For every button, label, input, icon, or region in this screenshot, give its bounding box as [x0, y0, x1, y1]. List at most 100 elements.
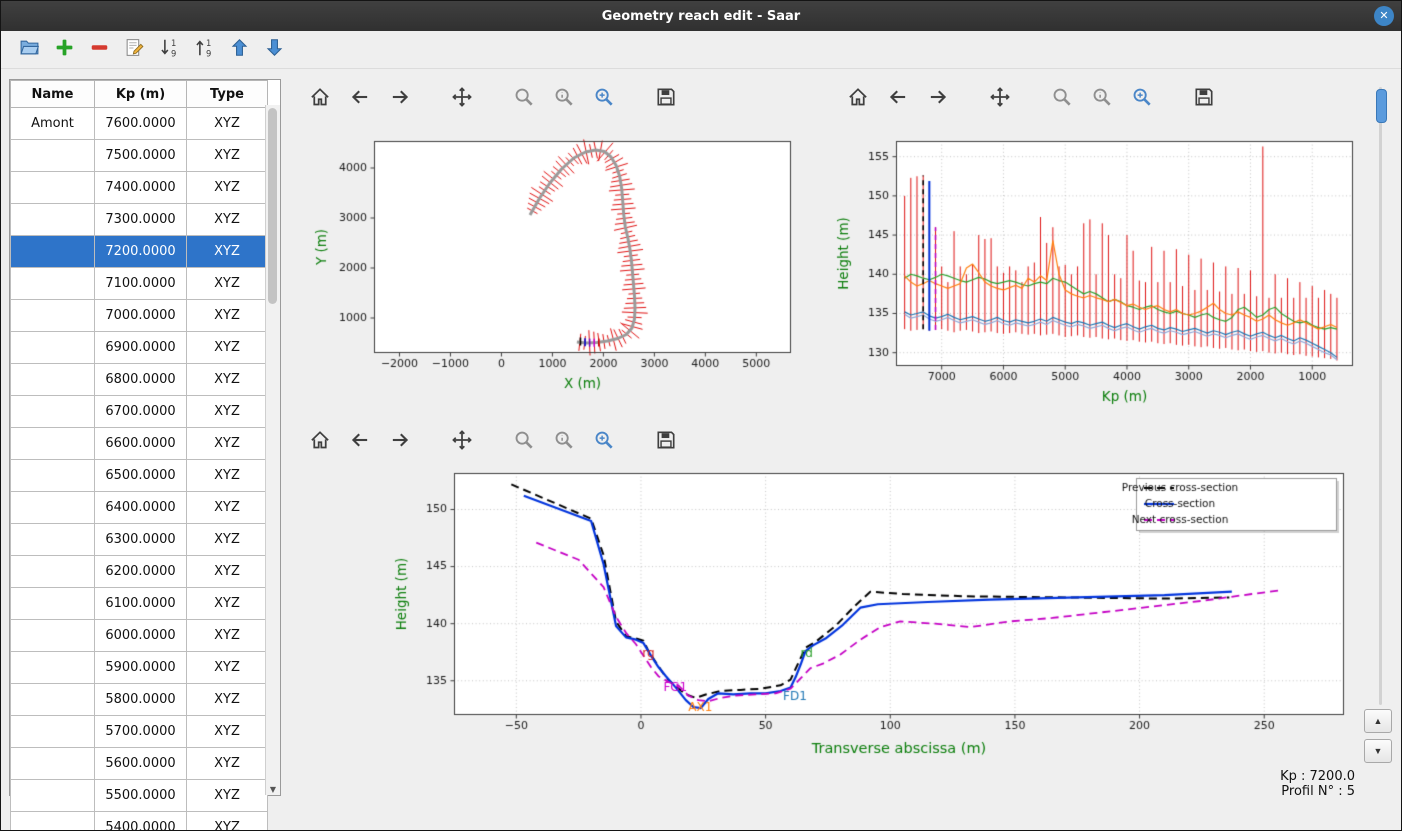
table-cell[interactable]	[10, 203, 95, 236]
table-cell[interactable]: XYZ	[186, 811, 268, 830]
table-cell[interactable]	[10, 363, 95, 396]
inspect-button[interactable]	[551, 429, 577, 455]
table-cell[interactable]	[10, 427, 95, 460]
table-cell[interactable]: XYZ	[186, 619, 268, 652]
home-button[interactable]	[307, 429, 333, 455]
save-button[interactable]	[653, 429, 679, 455]
table-row[interactable]: 6800.0000 XYZ	[10, 363, 268, 396]
table-cell[interactable]	[10, 171, 95, 204]
table-cell[interactable]: 5700.0000	[94, 715, 187, 748]
table-cell[interactable]: 6700.0000	[94, 395, 187, 428]
table-row[interactable]: 7100.0000 XYZ	[10, 267, 268, 300]
table-row[interactable]: 7500.0000 XYZ	[10, 139, 268, 172]
zoom-button[interactable]	[511, 429, 537, 455]
table-cell[interactable]	[10, 523, 95, 556]
table-cell[interactable]: XYZ	[186, 331, 268, 364]
table-cell[interactable]	[10, 267, 95, 300]
move-up-button[interactable]	[227, 38, 251, 62]
inspect-button[interactable]	[551, 86, 577, 112]
table-cell[interactable]: XYZ	[186, 363, 268, 396]
table-cell[interactable]: 7200.0000	[94, 235, 187, 268]
table-cell[interactable]: XYZ	[186, 747, 268, 780]
table-row[interactable]: 6400.0000 XYZ	[10, 491, 268, 524]
table-cell[interactable]: XYZ	[186, 427, 268, 460]
back-button[interactable]	[885, 86, 911, 112]
table-cell[interactable]: XYZ	[186, 779, 268, 812]
table-row[interactable]: 6300.0000 XYZ	[10, 523, 268, 556]
table-cell[interactable]: 5900.0000	[94, 651, 187, 684]
longitudinal-profile-plot[interactable]	[825, 119, 1362, 422]
table-cell[interactable]: XYZ	[186, 203, 268, 236]
table-cell[interactable]: 6000.0000	[94, 619, 187, 652]
table-cell[interactable]: XYZ	[186, 139, 268, 172]
table-scrollbar-thumb[interactable]	[268, 108, 277, 304]
table-cell[interactable]: XYZ	[186, 587, 268, 620]
table-row[interactable]: 5600.0000 XYZ	[10, 747, 268, 780]
table-cell[interactable]: XYZ	[186, 171, 268, 204]
table-cell[interactable]: XYZ	[186, 715, 268, 748]
zoom-rect-button[interactable]	[591, 429, 617, 455]
table-cell[interactable]: 5400.0000	[94, 811, 187, 830]
table-cell[interactable]: XYZ	[186, 459, 268, 492]
table-cell[interactable]: 6100.0000	[94, 587, 187, 620]
table-cell[interactable]: 5600.0000	[94, 747, 187, 780]
table-cell[interactable]: 5800.0000	[94, 683, 187, 716]
home-button[interactable]	[845, 86, 871, 112]
table-row[interactable]: 5900.0000 XYZ	[10, 651, 268, 684]
open-file-button[interactable]	[17, 38, 41, 62]
zoom-rect-button[interactable]	[591, 86, 617, 112]
delete-section-button[interactable]	[87, 38, 111, 62]
table-cell[interactable]: 6800.0000	[94, 363, 187, 396]
table-row[interactable]: 5700.0000 XYZ	[10, 715, 268, 748]
back-button[interactable]	[347, 86, 373, 112]
table-row[interactable]: 5500.0000 XYZ	[10, 779, 268, 812]
table-cell[interactable]: XYZ	[186, 235, 268, 268]
forward-button[interactable]	[387, 429, 413, 455]
table-cell[interactable]: 6200.0000	[94, 555, 187, 588]
table-cell[interactable]: XYZ	[186, 555, 268, 588]
table-cell[interactable]: XYZ	[186, 491, 268, 524]
home-button[interactable]	[307, 86, 333, 112]
table-cell[interactable]	[10, 299, 95, 332]
table-cell[interactable]: 7400.0000	[94, 171, 187, 204]
pan-button[interactable]	[987, 86, 1013, 112]
table-cell[interactable]	[10, 555, 95, 588]
table-cell[interactable]	[10, 587, 95, 620]
table-cell[interactable]	[10, 139, 95, 172]
forward-button[interactable]	[387, 86, 413, 112]
table-cell[interactable]	[10, 779, 95, 812]
table-row[interactable]: 6000.0000 XYZ	[10, 619, 268, 652]
pan-button[interactable]	[449, 429, 475, 455]
zoom-rect-button[interactable]	[1129, 86, 1155, 112]
table-cell[interactable]	[10, 651, 95, 684]
scroll-down-button[interactable]: ▼	[1364, 739, 1392, 763]
table-cell[interactable]: XYZ	[186, 651, 268, 684]
table-cell[interactable]: 7600.0000	[94, 107, 187, 140]
table-row[interactable]: Amont 7600.0000 XYZ	[10, 107, 268, 140]
table-scrollbar-down-icon[interactable]: ▼	[269, 785, 277, 794]
table-cell[interactable]	[10, 683, 95, 716]
table-cell[interactable]: 6300.0000	[94, 523, 187, 556]
close-button[interactable]: ✕	[1374, 6, 1394, 26]
table-cell[interactable]	[10, 619, 95, 652]
table-row[interactable]: 5800.0000 XYZ	[10, 683, 268, 716]
table-cell[interactable]: XYZ	[186, 523, 268, 556]
save-button[interactable]	[653, 86, 679, 112]
table-cell[interactable]: XYZ	[186, 395, 268, 428]
add-section-button[interactable]	[52, 38, 76, 62]
table-cell[interactable]: 7100.0000	[94, 267, 187, 300]
table-cell[interactable]: 5500.0000	[94, 779, 187, 812]
profile-position-slider[interactable]	[1373, 87, 1387, 705]
table-cell[interactable]	[10, 811, 95, 830]
zoom-button[interactable]	[1049, 86, 1075, 112]
table-cell[interactable]: 6400.0000	[94, 491, 187, 524]
zoom-button[interactable]	[511, 86, 537, 112]
forward-button[interactable]	[925, 86, 951, 112]
table-row[interactable]: 7200.0000 XYZ	[10, 235, 268, 268]
scroll-up-button[interactable]: ▲	[1364, 709, 1392, 733]
table-row[interactable]: 5400.0000 XYZ	[10, 811, 268, 830]
save-button[interactable]	[1191, 86, 1217, 112]
table-cell[interactable]: XYZ	[186, 267, 268, 300]
table-row[interactable]: 6500.0000 XYZ	[10, 459, 268, 492]
